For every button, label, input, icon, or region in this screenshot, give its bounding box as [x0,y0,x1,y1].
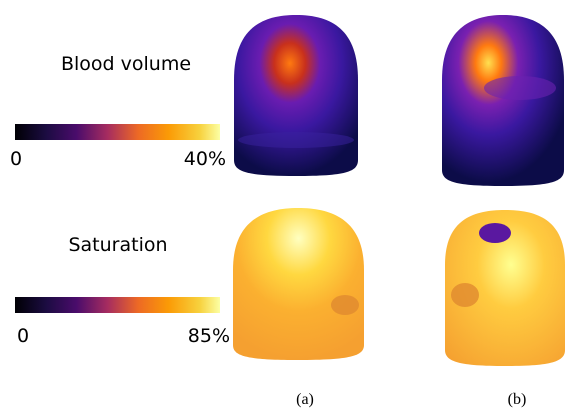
row-label: Blood volume [61,53,191,75]
heatmap [442,15,564,186]
colorbar [15,124,220,140]
heatmap-band [238,132,354,148]
heatmap [234,15,358,176]
caption: (a) [296,391,314,408]
heatmap-spot [479,223,511,243]
heatmap-spot [451,283,479,307]
colorbar [15,297,220,313]
colorbar-max: 40% [184,148,226,170]
heatmap [233,208,364,360]
heatmap-band [484,76,556,100]
figure: Blood volume 0 40% Saturation 0 85% (a) … [0,0,576,409]
caption: (b) [508,391,527,408]
row-label: Saturation [68,234,167,256]
colorbar-min: 0 [10,148,22,170]
heatmap-spot [331,295,359,315]
colorbar-min: 0 [17,325,29,347]
colorbar-max: 85% [188,325,230,347]
